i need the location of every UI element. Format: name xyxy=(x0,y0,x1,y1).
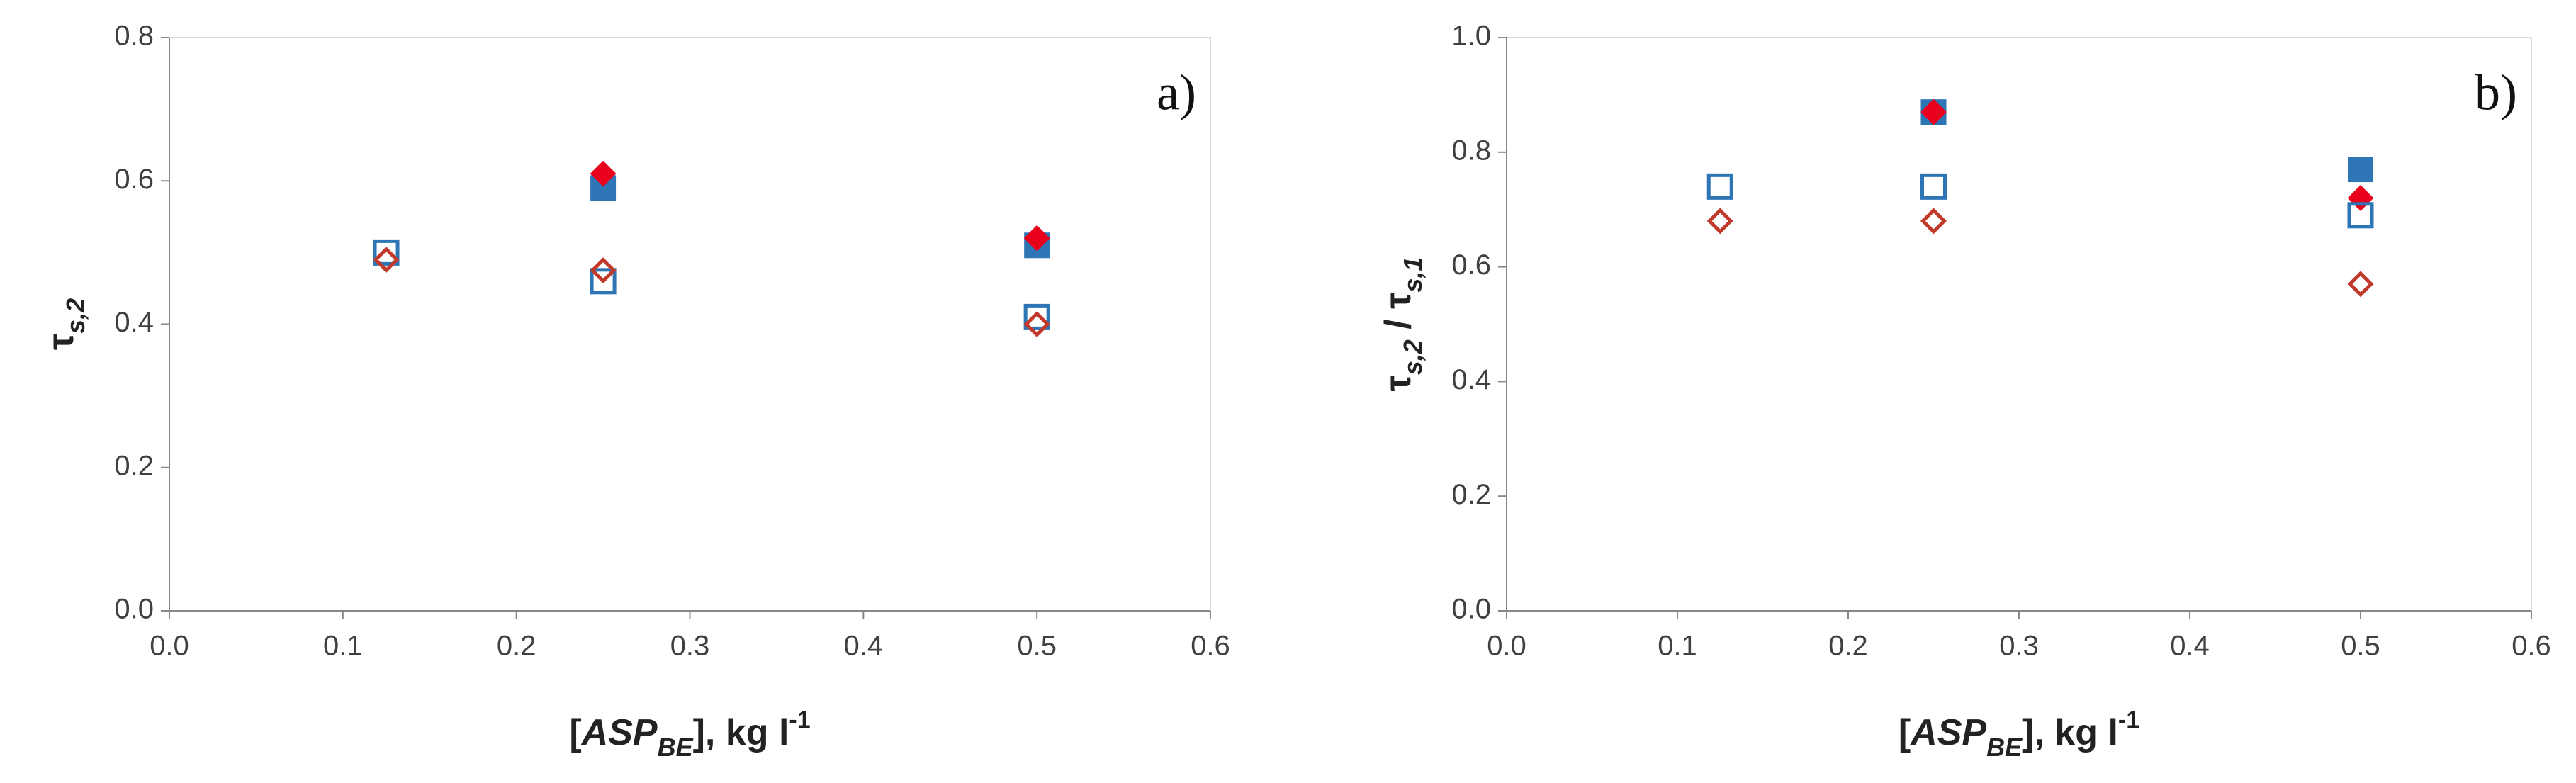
marker-diamond xyxy=(1920,208,1947,235)
x-tick-label: 0.0 xyxy=(150,631,189,662)
label-part: / xyxy=(1378,309,1419,339)
y-tick-label: 0.4 xyxy=(114,307,154,338)
x-tick-label: 0.0 xyxy=(1487,631,1526,662)
x-tick-label: 0.4 xyxy=(2170,631,2210,662)
y-tick-label: 0.4 xyxy=(1451,364,1491,395)
x-tick-label: 0.1 xyxy=(1658,631,1697,662)
marker-square xyxy=(373,239,400,266)
label-part: -1 xyxy=(2118,706,2139,733)
marker-square xyxy=(2347,202,2374,229)
y-tick-label: 0.6 xyxy=(114,164,154,195)
label-part: ], kg l xyxy=(2022,712,2118,753)
marker-square xyxy=(2348,157,2373,183)
label-part: [ xyxy=(569,712,581,753)
label-part: ASP xyxy=(580,712,658,753)
x-tick-label: 0.2 xyxy=(1828,631,1868,662)
x-axis-label: [ASPBE], kg l-1 xyxy=(1899,706,2139,762)
label-part: s,1 xyxy=(1398,257,1427,293)
marker-diamond xyxy=(373,246,400,274)
marker-square xyxy=(1023,303,1050,330)
y-tick-label: 0.0 xyxy=(1451,594,1491,625)
y-tick-label: 0.6 xyxy=(1451,249,1491,281)
label-part: s,2 xyxy=(61,298,90,334)
label-part: ], kg l xyxy=(693,712,789,753)
x-tick-label: 0.2 xyxy=(497,631,536,662)
y-tick-label: 0.2 xyxy=(1451,479,1491,510)
label-part: BE xyxy=(658,733,694,762)
y-tick-label: 0.8 xyxy=(114,21,154,52)
x-tick-label: 0.3 xyxy=(670,631,710,662)
x-tick-label: 0.1 xyxy=(323,631,363,662)
panel-label: b) xyxy=(2475,64,2517,121)
marker-square xyxy=(1920,173,1947,200)
y-tick-label: 0.0 xyxy=(114,594,154,625)
label-part: ASP xyxy=(1909,712,1986,753)
label-part: τ xyxy=(1378,375,1419,391)
marker-square xyxy=(1706,173,1733,200)
marker-diamond xyxy=(1920,98,1947,125)
marker-diamond xyxy=(2347,271,2374,298)
x-tick-label: 0.3 xyxy=(1999,631,2039,662)
label-part: BE xyxy=(1986,733,2023,762)
y-axis-label: τs,2 xyxy=(40,298,90,350)
x-tick-label: 0.5 xyxy=(2341,631,2380,662)
panel-label: a) xyxy=(1157,64,1196,121)
marker-diamond xyxy=(590,160,617,187)
label-part: τ xyxy=(40,334,81,350)
y-tick-label: 0.2 xyxy=(114,450,154,481)
y-axis-label: τs,2 / τs,1 xyxy=(1378,257,1427,392)
chart: 0.0 0.1 0.2 0.3 0.4 0.5 0.6 0.0 0.2 0.4 0.6 0.8 [ASP… xyxy=(40,21,1230,762)
plot-area xyxy=(169,37,1211,612)
plot-area xyxy=(1506,37,2532,612)
label-part: -1 xyxy=(789,706,810,733)
x-tick-label: 0.6 xyxy=(1191,631,1230,662)
x-tick-label: 0.5 xyxy=(1017,631,1057,662)
marker-square xyxy=(590,268,617,295)
label-part: s,2 xyxy=(1398,339,1427,375)
x-tick-label: 0.6 xyxy=(2512,631,2551,662)
marker-square xyxy=(590,175,617,201)
x-axis-label: [ASPBE], kg l-1 xyxy=(569,706,810,762)
y-tick-label: 0.8 xyxy=(1451,135,1491,166)
marker-diamond xyxy=(1023,225,1050,252)
marker-diamond xyxy=(590,257,617,284)
chart: 0.0 0.1 0.2 0.3 0.4 0.5 0.6 0.0 0.2 0.4 0.6 0.8 1.0 [… xyxy=(1378,21,2551,762)
y-tick-label: 1.0 xyxy=(1451,21,1491,52)
x-tick-label: 0.4 xyxy=(844,631,884,662)
marker-diamond xyxy=(1023,310,1050,338)
label-part: τ xyxy=(1378,293,1419,309)
label-part: [ xyxy=(1899,712,1911,753)
marker-diamond xyxy=(2347,185,2374,211)
marker-diamond xyxy=(1706,208,1733,235)
